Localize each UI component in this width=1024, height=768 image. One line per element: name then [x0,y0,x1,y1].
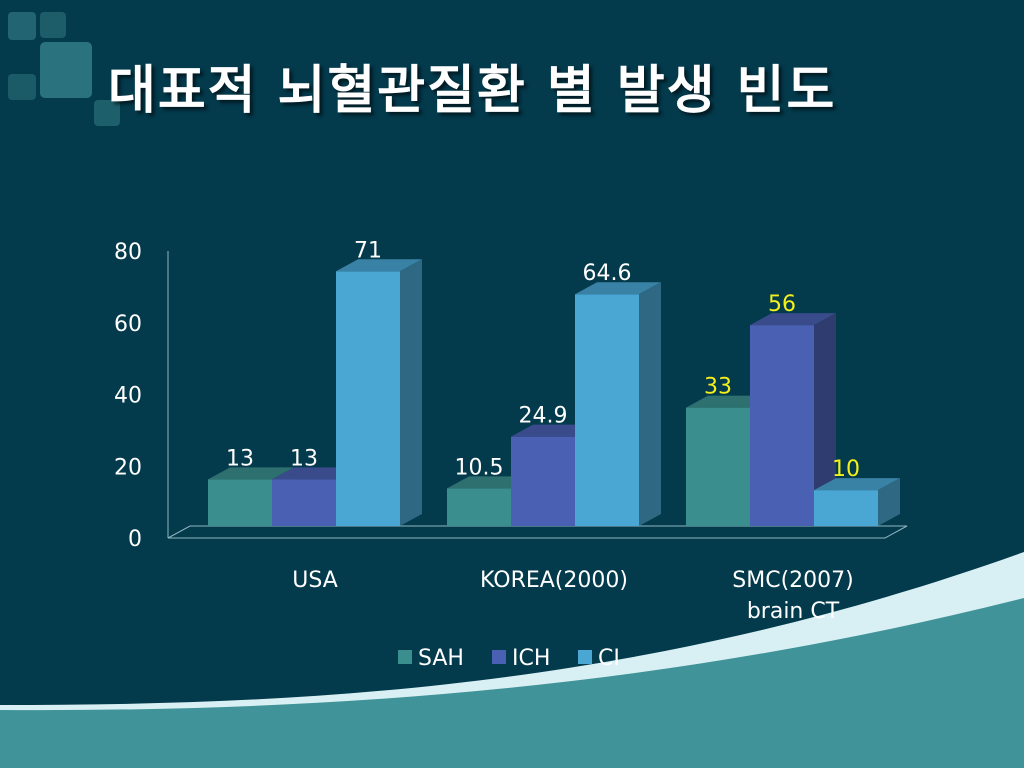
y-tick-label: 20 [114,455,142,480]
data-label: 10.5 [455,455,504,480]
bar-front-face [336,271,400,526]
x-category-label: USA [292,568,338,593]
bar-side-face [878,478,900,526]
legend-label-ci: CI [598,646,620,671]
data-label: 56 [768,292,796,317]
data-label: 64.6 [583,261,632,286]
legend-label-sah: SAH [418,646,464,671]
bar-top-face [336,259,422,272]
slide-title: 대표적 뇌혈관질환 별 발생 빈도 [108,61,837,121]
bar-side-face [400,259,422,526]
bar-front-face [208,479,272,526]
y-tick-label: 60 [114,312,142,337]
data-label: 13 [226,446,254,471]
bar-ich [750,313,836,526]
y-tick-label: 40 [114,384,142,409]
bar-front-face [575,294,639,526]
bar-chart: 0 20 40 60 80 13 13 71 USA 10.5 24.9 64.6 KOREA(2000… [114,238,908,624]
bar-front-face [511,436,575,526]
chart-floor [167,525,908,539]
bar-front-face [686,407,750,526]
x-category-label: KOREA(2000) [480,568,628,593]
data-label: 71 [354,238,382,263]
legend-label-ich: ICH [512,646,550,671]
chart-legend: SAH ICH CI [398,646,620,671]
bar-top-face [208,467,294,480]
data-label: 10 [832,457,860,482]
bar-front-face [447,488,511,526]
data-label: 13 [290,446,318,471]
bar-ci [336,259,422,526]
bar-ci [575,282,661,526]
bar-side-face [639,282,661,526]
bar-front-face [272,479,336,526]
y-tick-label: 80 [114,240,142,265]
legend-swatch-sah [398,650,412,664]
bar-top-face [575,282,661,295]
legend-swatch-ich [492,650,506,664]
x-category-label: SMC(2007) [732,568,853,593]
decorative-waves [0,552,1024,768]
bar-side-face [814,313,836,526]
decorative-squares [8,12,120,126]
data-label: 24.9 [519,404,568,429]
bar-top-face [814,478,900,491]
bar-front-face [750,325,814,526]
legend-swatch-ci [578,650,592,664]
bar-front-face [814,490,878,526]
data-label: 33 [704,375,732,400]
x-category-label: brain CT [747,599,840,624]
y-tick-label: 0 [128,527,142,552]
bar-ci [814,478,900,526]
bar-top-face [750,313,836,326]
